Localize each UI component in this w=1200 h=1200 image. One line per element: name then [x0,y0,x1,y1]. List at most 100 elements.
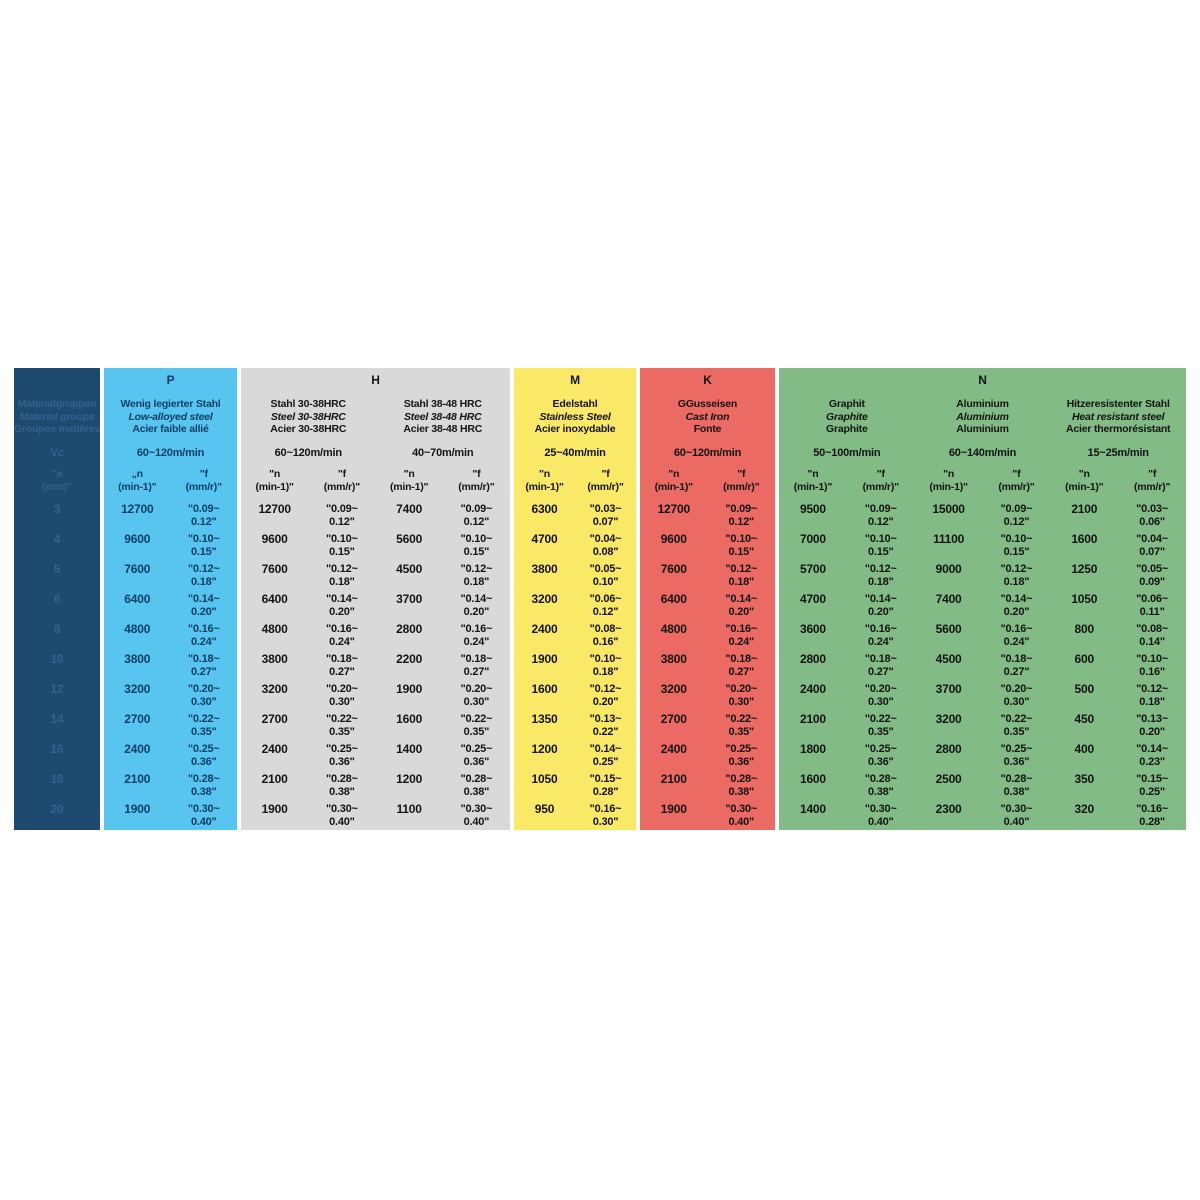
data-row: 2400 "0.20~ 0.30" [779,680,915,710]
f-value-line1: "0.12~ [1000,563,1033,575]
n-value: 3700 [935,682,962,696]
n-value: 2100 [261,772,288,786]
n-value: 5600 [935,622,962,636]
n-value: 6400 [124,592,151,606]
f-value-line1: "0.15~ [589,773,622,785]
f-value: "0.08~ 0.14" [1118,620,1186,650]
n-value: 2200 [396,652,423,666]
data-row: 2200 "0.18~ 0.27" [376,650,511,680]
n-value: 350 [1074,772,1095,786]
f-value: "0.20~ 0.30" [308,680,375,710]
data-row: 3200 "0.22~ 0.35" [915,710,1051,740]
n-value: 4800 [124,622,151,636]
column-headers: "n (min-1)" "f (mm/r)" [514,464,636,500]
data-row: 3800 "0.05~ 0.10" [514,560,636,590]
f-value-line1: "0.05~ [589,563,622,575]
n-value: 12700 [657,502,691,516]
data-row: 1200 "0.14~ 0.25" [514,740,636,770]
f-value-line2: 0.20" [1003,606,1030,618]
data-row: 3200 "0.06~ 0.12" [514,590,636,620]
n-value: 4800 [660,622,687,636]
material-name: Graphit Graphite Graphite [779,392,915,442]
n-value: 1100 [396,802,422,816]
data-row: 2400 "0.25~ 0.36" [640,740,775,770]
n-value: 1600 [396,712,423,726]
group-materials-M: Edelstahl Stainless Steel Acier inoxydable… [514,392,636,830]
spindle-speed-header-line2: (min-1)" [1065,481,1104,493]
f-value-line2: 0.36" [329,756,355,768]
n-value: 2700 [261,712,288,726]
diameter-row: 18 [14,770,100,800]
data-row: 4800 "0.16~ 0.24" [640,620,775,650]
f-value-line2: 0.25" [1139,786,1165,798]
f-value: "0.09~ 0.12" [308,500,375,530]
material-name-line-de: Stahl 30-38HRC [270,398,347,410]
material-column-N-1: Aluminium Aluminium Aluminium 60~140m/min "n… [915,392,1051,830]
f-value: "0.14~ 0.23" [1118,740,1186,770]
f-value-line1: "0.12~ [1136,683,1169,695]
material-column-M-0: Edelstahl Stainless Steel Acier inoxydable… [514,392,636,830]
f-value-line2: 0.38" [190,786,217,798]
f-value-line2: 0.10" [592,576,619,588]
f-value: "0.09~ 0.12" [847,500,915,530]
f-value-line2: 0.35" [728,726,755,738]
f-value-line1: "0.14~ [589,743,622,755]
spindle-speed-header-line2: (min-1)" [389,481,429,493]
material-name-line-de: Aluminium [956,398,1009,410]
f-value: "0.30~ 0.40" [708,800,776,830]
f-value-line1: "0.14~ [1136,743,1169,755]
f-value-line2: 0.12" [592,606,619,618]
diameter-row: 12 [14,680,100,710]
f-value-line1: "0.30~ [1000,803,1033,815]
f-value-line2: 0.40" [329,816,355,828]
n-value: 4700 [531,532,558,546]
f-value-line1: "0.25~ [325,743,358,755]
f-value: "0.13~ 0.22" [575,710,636,740]
f-value-line1: "0.10~ [460,533,493,545]
diameter-header-line1: "ø [51,468,63,480]
f-value: "0.16~ 0.24" [443,620,510,650]
f-value-line1: "0.18~ [725,653,758,665]
column-headers: "n (min-1)" "f (mm/r)" [779,464,915,500]
n-value: 6400 [660,592,687,606]
spindle-speed-header: "n (min-1)" [376,464,443,500]
diameter-value: 12 [50,682,64,696]
f-value-line1: "0.09~ [325,503,358,515]
material-name-line-fr: Acier thermorésistant [1066,423,1171,435]
material-name-line-fr: Graphite [826,423,868,435]
data-row: 9600 "0.10~ 0.15" [241,530,376,560]
n-value: 320 [1074,802,1095,816]
data-row: 3200 "0.20~ 0.30" [104,680,237,710]
data-row: 2700 "0.22~ 0.35" [104,710,237,740]
f-value-line1: "0.28~ [864,773,897,785]
f-value-line2: 0.24" [1003,636,1030,648]
f-value-line2: 0.30" [190,696,217,708]
material-column-H-1: Stahl 38-48 HRC Steel 38-48 HRC Acier 38-4… [376,392,511,830]
f-value-line2: 0.40" [463,816,490,828]
f-value-line1: "0.25~ [725,743,758,755]
f-value: "0.18~ 0.27" [983,650,1051,680]
data-row: 4500 "0.12~ 0.18" [376,560,511,590]
n-value: 7600 [660,562,687,576]
material-group-column-P: P Wenig legierter Stahl Low-alloyed steel A… [104,368,237,830]
f-value-line2: 0.15" [463,546,490,558]
data-row: 2500 "0.28~ 0.38" [915,770,1051,800]
data-row: 2100 "0.28~ 0.38" [640,770,775,800]
data-row: 1900 "0.30~ 0.40" [104,800,237,830]
f-value-line1: "0.22~ [325,713,358,725]
diameter-row: 8 [14,620,100,650]
data-row: 12700 "0.09~ 0.12" [640,500,775,530]
data-row: 3700 "0.14~ 0.20" [376,590,511,620]
f-value-line2: 0.20" [190,606,217,618]
f-value: "0.25~ 0.36" [308,740,375,770]
material-groups-column: Materialgruppen Material groups Groupes ma… [14,368,100,830]
n-value: 1900 [531,652,558,666]
f-value: "0.12~ 0.18" [983,560,1051,590]
spindle-speed-header: "n (min-1)" [640,464,708,500]
f-value: "0.30~ 0.40" [443,800,510,830]
f-value: "0.10~ 0.15" [847,530,915,560]
n-value: 1050 [1071,592,1098,606]
n-value: 9000 [935,562,962,576]
data-row: 6400 "0.14~ 0.20" [241,590,376,620]
f-value: "0.16~ 0.24" [171,620,238,650]
